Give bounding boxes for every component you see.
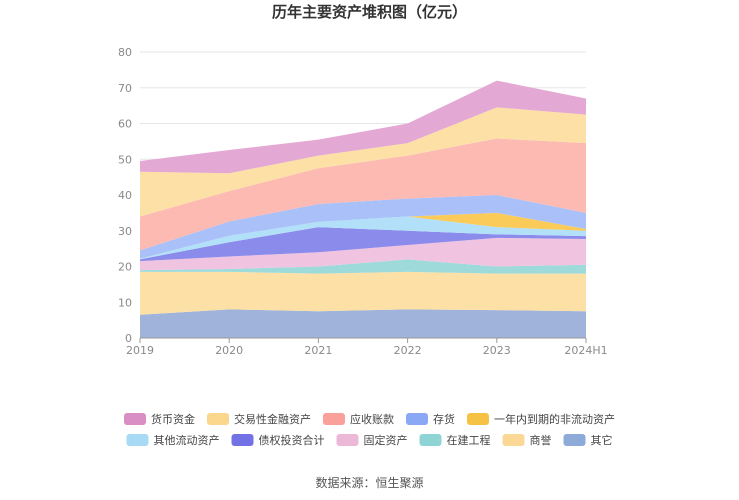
y-tick-label: 20 [118,261,132,274]
legend-swatch [231,434,254,446]
legend-item[interactable]: 商誉 [502,433,552,447]
legend-item[interactable]: 其他流动资产 [126,433,220,447]
area-series-2 [140,271,586,315]
legend-label: 商誉 [530,433,552,447]
legend-swatch [467,413,489,425]
legend-label: 在建工程 [447,433,491,447]
legend-swatch [563,434,586,446]
axes: 0 10 20 30 40 50 60 70 80 2019 2020 2021 2022 2023 202… [118,46,608,357]
legend-swatch [336,434,359,446]
legend-item[interactable]: 存货 [406,412,455,426]
x-tick-label: 2019 [126,344,154,357]
legend-item[interactable]: 其它 [563,433,613,447]
x-tick-label: 2024H1 [564,344,607,357]
area-series-5 [140,227,586,262]
legend-swatch [419,434,442,446]
area-series-11 [140,80,586,174]
area-series-4 [140,237,586,271]
x-tick-label: 2020 [215,344,243,357]
x-tick-label: 2022 [394,344,422,357]
legend-swatch [406,413,428,425]
legend-swatch [502,434,525,446]
x-tick-label: 2023 [483,344,511,357]
y-tick-label: 30 [118,225,132,238]
legend-label: 应收账款 [350,412,394,426]
y-tick-label: 60 [118,118,132,131]
area-series [140,80,586,338]
legend-label: 货币资金 [151,412,195,426]
area-series-10 [140,107,586,217]
area-series-3 [140,259,586,274]
legend-item[interactable]: 一年内到期的非流动资产 [467,412,615,426]
y-tick-label: 10 [118,296,132,309]
area-series-6 [140,216,586,260]
legend-item[interactable]: 在建工程 [419,433,491,447]
legend-swatch [126,434,149,446]
area-series-7 [140,212,586,259]
y-tick-label: 40 [118,189,132,202]
legend-label: 存货 [433,412,455,426]
legend-label: 固定资产 [364,433,408,447]
y-tick-label: 80 [118,46,132,59]
y-tick-label: 70 [118,82,132,95]
y-tick-label: 0 [125,332,132,345]
legend-label: 一年内到期的非流动资产 [494,412,615,426]
legend-label: 债权投资合计 [259,433,325,447]
legend-item[interactable]: 应收账款 [323,412,394,426]
chart-title: 历年主要资产堆积图（亿元） [272,3,467,21]
y-tick-label: 50 [118,153,132,166]
legend-label: 其它 [591,433,613,447]
legend-item[interactable]: 债权投资合计 [231,433,325,447]
area-series-8 [140,195,586,259]
legend-item[interactable]: 固定资产 [336,433,408,447]
legend-item[interactable]: 货币资金 [124,412,195,426]
legend-label: 其他流动资产 [154,433,220,447]
legend-swatch [124,413,146,425]
legend-swatch [207,413,229,425]
area-series-1 [140,309,586,338]
legend-label: 交易性金融资产 [234,412,311,426]
area-series-9 [140,138,586,251]
data-source-note: 数据来源：恒生聚源 [315,475,423,490]
legend-swatch [323,413,345,425]
legend-item[interactable]: 交易性金融资产 [207,412,311,426]
x-tick-label: 2021 [304,344,332,357]
